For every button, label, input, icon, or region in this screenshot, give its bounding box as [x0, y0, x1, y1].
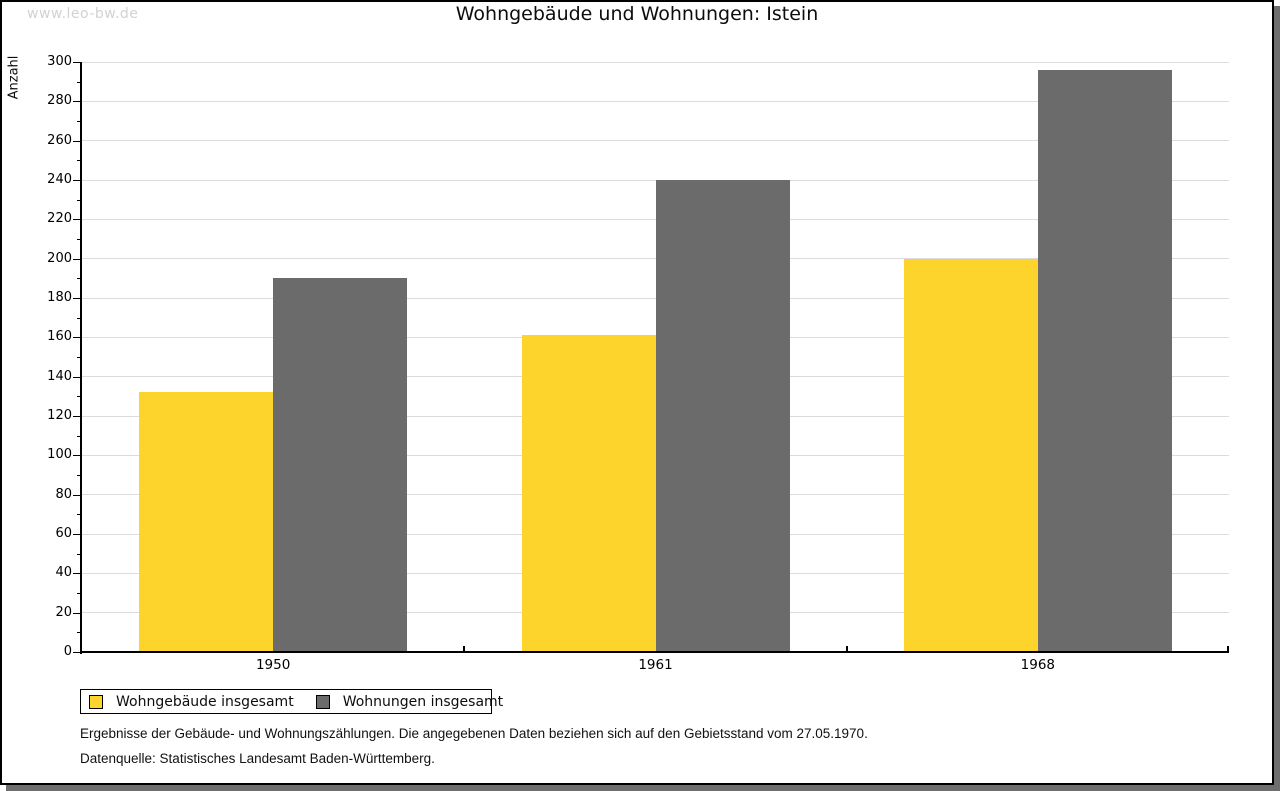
y-minor-tick-150 — [77, 357, 82, 358]
y-minor-tick-30 — [77, 593, 82, 594]
y-major-tick-120 — [73, 416, 82, 417]
gridline-300 — [82, 61, 1229, 63]
y-tick-label-20: 20 — [55, 604, 72, 620]
y-tick-label-120: 120 — [47, 408, 72, 423]
footer-note: Ergebnisse der Gebäude- und Wohnungszähl… — [80, 726, 868, 741]
watermark: www.leo-bw.de — [27, 6, 139, 22]
y-major-tick-260 — [73, 140, 82, 142]
x-axis-line — [80, 651, 1229, 653]
bar-1950-wohnungen — [273, 278, 408, 652]
y-minor-tick-50 — [77, 553, 82, 555]
y-major-tick-20 — [73, 612, 82, 614]
y-tick-label-180: 180 — [47, 290, 72, 305]
y-minor-tick-250 — [77, 160, 82, 162]
legend-swatch-wohnungen — [315, 694, 330, 709]
y-minor-tick-90 — [77, 475, 82, 476]
legend-swatch-wohngebaeude — [89, 694, 103, 709]
y-major-tick-300 — [73, 62, 82, 63]
y-tick-label-140: 140 — [47, 368, 72, 384]
bar-1968-wohngebaeude — [903, 258, 1038, 652]
y-tick-label-160: 160 — [47, 329, 72, 345]
bar-1961-wohnungen — [655, 180, 790, 652]
y-major-tick-80 — [73, 494, 82, 496]
gridline-260 — [82, 140, 1229, 142]
y-minor-tick-10 — [77, 632, 82, 634]
y-major-tick-240 — [73, 180, 82, 181]
y-minor-tick-70 — [77, 514, 82, 516]
y-major-tick-200 — [73, 258, 82, 260]
y-tick-label-300: 300 — [47, 54, 72, 69]
y-major-tick-60 — [73, 534, 82, 535]
footer-source: Datenquelle: Statistisches Landesamt Bad… — [80, 751, 435, 766]
y-tick-label-220: 220 — [47, 211, 72, 227]
bar-1968-wohnungen — [1037, 69, 1172, 652]
y-minor-tick-110 — [77, 435, 82, 437]
y-tick-label-40: 40 — [55, 565, 72, 581]
y-axis-label: Anzahl — [6, 55, 22, 100]
gridline-280 — [82, 100, 1229, 102]
y-minor-tick-230 — [77, 199, 82, 201]
x-axis-end-tick — [1227, 646, 1229, 652]
card-shadow-bottom — [6, 785, 1280, 791]
x-boundary-tick-2 — [845, 646, 848, 652]
y-minor-tick-290 — [77, 81, 82, 83]
y-tick-label-60: 60 — [55, 526, 72, 541]
legend-label-wohngebaeude: Wohngebäude insgesamt — [116, 693, 294, 710]
y-major-tick-40 — [73, 573, 82, 575]
y-tick-label-280: 280 — [47, 93, 72, 109]
y-tick-label-80: 80 — [55, 486, 72, 502]
y-tick-label-100: 100 — [47, 447, 72, 463]
legend-label-wohnungen: Wohnungen insgesamt — [342, 693, 504, 710]
y-minor-tick-210 — [77, 239, 82, 240]
y-tick-label-200: 200 — [47, 250, 72, 266]
y-minor-tick-170 — [77, 317, 82, 319]
y-major-tick-140 — [73, 376, 82, 378]
y-axis-line — [80, 62, 82, 654]
y-tick-label-240: 240 — [47, 172, 72, 187]
y-minor-tick-270 — [77, 121, 82, 122]
bar-1961-wohngebaeude — [521, 335, 656, 652]
legend: Wohngebäude insgesamt Wohnungen insgesam… — [80, 689, 503, 714]
y-tick-label-260: 260 — [47, 132, 72, 148]
y-major-tick-180 — [73, 298, 82, 299]
y-minor-tick-190 — [77, 278, 82, 280]
bar-1950-wohngebaeude — [139, 392, 274, 652]
y-major-tick-160 — [73, 337, 82, 339]
y-major-tick-100 — [73, 455, 82, 457]
card-shadow-right — [1274, 6, 1280, 791]
chart-title: Wohngebäude und Wohnungen: Istein — [455, 3, 819, 25]
y-major-tick-0 — [73, 652, 82, 653]
legend-item-wohngebaeude: Wohngebäude insgesamt — [89, 694, 294, 710]
y-major-tick-280 — [73, 101, 82, 103]
x-boundary-tick-1 — [463, 646, 466, 652]
legend-item-wohnungen: Wohnungen insgesamt — [315, 693, 504, 710]
x-tick-label-1950: 1950 — [255, 657, 291, 673]
y-tick-label-0: 0 — [63, 644, 72, 659]
y-major-tick-220 — [73, 219, 82, 221]
x-tick-label-1968: 1968 — [1020, 657, 1055, 673]
y-minor-tick-130 — [77, 396, 82, 398]
x-tick-label-1961: 1961 — [638, 657, 673, 673]
